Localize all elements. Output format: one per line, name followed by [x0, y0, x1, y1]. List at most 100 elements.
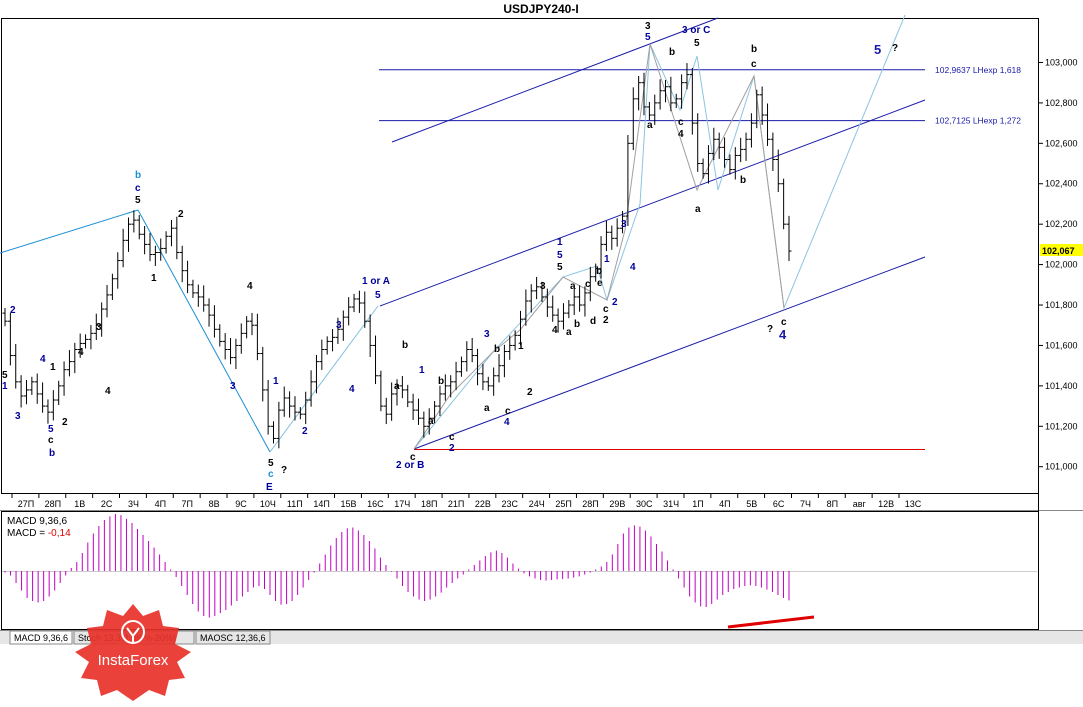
candle-bar	[620, 211, 626, 234]
svg-text:4: 4	[678, 129, 684, 140]
candle-bar	[373, 335, 379, 385]
indicator-tab-label: MAOSC 12,36,6	[200, 633, 266, 643]
candle-bar	[340, 310, 346, 341]
candle-bar	[491, 367, 497, 396]
svg-text:5: 5	[2, 370, 8, 381]
svg-text:4: 4	[78, 347, 84, 358]
candle-bar	[185, 260, 191, 294]
candle-bar	[550, 295, 556, 322]
svg-text:c: c	[603, 304, 609, 315]
candle-bar	[496, 354, 502, 383]
candle-bar	[662, 80, 668, 103]
candle-bar	[593, 263, 599, 282]
svg-text:b: b	[751, 44, 757, 55]
candle-bar	[276, 401, 282, 449]
candle-bar	[507, 335, 513, 360]
candle-bar	[7, 312, 13, 366]
candle-bar	[115, 252, 121, 289]
date-tick-label: 7П	[182, 499, 193, 509]
date-tick-label: 8П	[827, 499, 838, 509]
current-price-box	[1040, 244, 1083, 256]
candle-bar	[308, 370, 314, 407]
svg-text:2: 2	[62, 417, 68, 428]
candle-bar	[625, 135, 631, 226]
candle-bar	[163, 231, 169, 254]
candle-bar	[410, 393, 416, 421]
svg-text:5: 5	[694, 38, 700, 49]
candle-bar	[770, 132, 776, 172]
level-label: 102,7125 LHexp 1,272	[935, 116, 1021, 126]
candle-bar	[501, 344, 507, 378]
candle-bar	[534, 276, 540, 300]
svg-text:b: b	[135, 170, 141, 181]
candle-bar	[356, 290, 362, 313]
svg-text:b: b	[49, 448, 55, 459]
svg-text:3: 3	[540, 281, 546, 292]
date-tick-label: 1П	[692, 499, 703, 509]
svg-text:b: b	[438, 376, 444, 387]
date-tick-label: 9С	[235, 499, 247, 509]
candle-bar	[480, 363, 486, 391]
macd-value-label: MACD = -0,14	[7, 528, 71, 539]
svg-text:4: 4	[40, 354, 46, 365]
svg-text:3: 3	[15, 411, 21, 422]
candle-bar	[555, 308, 561, 333]
svg-text:a: a	[695, 204, 701, 215]
trend-line-cyan-1	[0, 209, 139, 254]
candle-bar	[120, 228, 126, 268]
date-tick-label: 15В	[341, 499, 357, 509]
candle-bar	[238, 323, 244, 354]
price-tick-label: 102,200	[1045, 219, 1078, 229]
svg-text:1: 1	[604, 254, 610, 265]
svg-text:b: b	[574, 319, 580, 330]
candle-bar	[292, 396, 298, 421]
level-label: 102,9637 LHexp 1,618	[935, 65, 1021, 75]
svg-text:4: 4	[779, 327, 787, 342]
candle-bar	[168, 219, 174, 247]
candle-bar	[684, 63, 690, 90]
svg-text:5: 5	[874, 42, 881, 57]
date-tick-label: 2С	[101, 499, 113, 509]
svg-text:2: 2	[527, 387, 533, 398]
indicator-tab[interactable]: MACD 9,36,6	[9, 630, 73, 645]
svg-text:2 or B: 2 or B	[396, 460, 424, 471]
svg-text:1: 1	[2, 381, 8, 392]
svg-text:4: 4	[105, 386, 111, 397]
svg-text:a: a	[647, 120, 653, 131]
candle-bar	[743, 132, 749, 161]
candle-bar	[765, 103, 771, 146]
candle-bar	[83, 334, 89, 349]
svg-text:1: 1	[419, 365, 425, 376]
candle-bar	[603, 220, 609, 252]
candle-bar	[324, 336, 330, 355]
wave-labels: 5 2 1 3 4 1 c 5 b 2 4 3 4 b c 5 1 2 3 4 …	[2, 21, 898, 493]
svg-text:c: c	[751, 59, 757, 70]
candle-bar	[442, 374, 448, 401]
svg-text:3: 3	[484, 329, 490, 340]
trend-line-cyan-3	[269, 305, 379, 453]
candle-bar	[34, 373, 40, 404]
date-tick-label: 8В	[209, 499, 220, 509]
candle-bar	[571, 288, 577, 315]
date-tick-label: 30С	[636, 499, 653, 509]
candle-bar	[711, 127, 717, 161]
candle-bar	[598, 236, 604, 279]
chart-title: USDJPY240-I	[503, 2, 578, 16]
date-tick-label: 3Ч	[128, 499, 139, 509]
svg-text:5: 5	[645, 32, 651, 43]
candle-bar	[389, 382, 395, 421]
candle-bar	[13, 344, 19, 389]
price-chart[interactable]: USDJPY240-I 102,9637 LHexp 1,618 102,7125…	[0, 0, 1083, 661]
candle-bar	[614, 218, 620, 247]
candle-bar	[399, 375, 405, 399]
svg-text:5: 5	[375, 290, 381, 301]
date-tick-label: 16С	[367, 499, 384, 509]
candle-bar	[732, 147, 738, 180]
price-tick-label: 102,400	[1045, 179, 1078, 189]
candle-bar	[77, 333, 83, 358]
candle-bar	[727, 154, 733, 175]
candle-bar	[528, 284, 534, 313]
indicator-tab[interactable]: MAOSC 12,36,6	[195, 630, 271, 645]
candle-bar	[668, 76, 674, 112]
candle-bar	[303, 391, 309, 425]
